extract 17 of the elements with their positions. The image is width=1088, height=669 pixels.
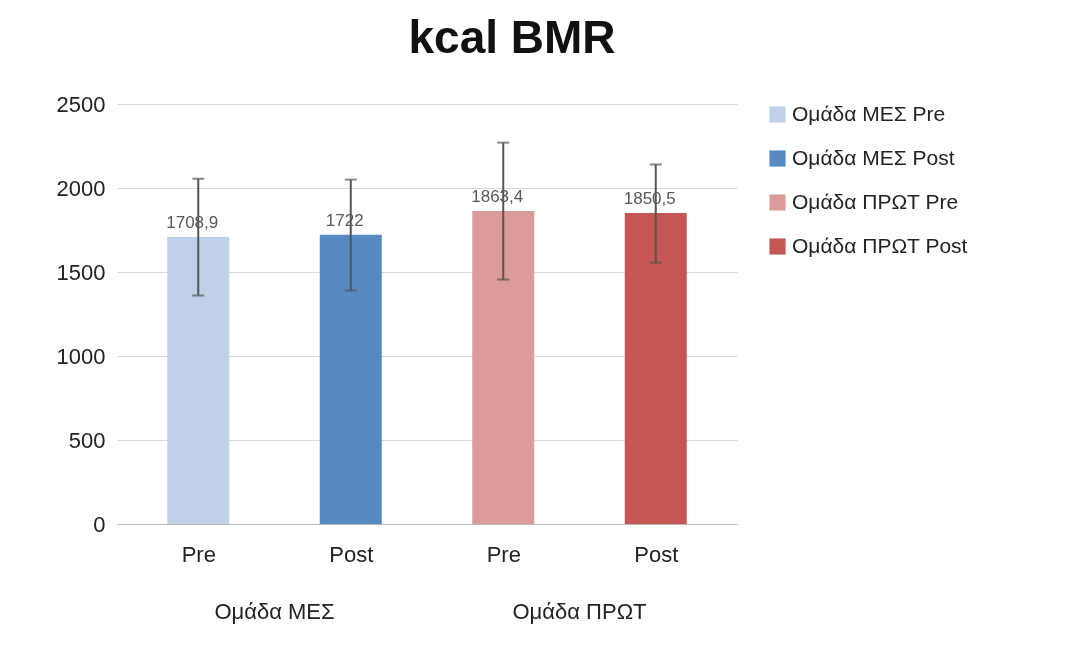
x-tick-label: Post — [634, 541, 679, 567]
legend-label: Ομάδα ΠΡΩΤ Pre — [792, 189, 959, 213]
y-tick-label: 1000 — [56, 343, 106, 369]
y-tick-label: 0 — [93, 511, 106, 537]
text: Ομάδα ΠΡΩΤ — [512, 599, 647, 624]
y-tick-label: 2500 — [56, 91, 106, 117]
x-tick-label: Post — [329, 541, 374, 567]
x-tick-label: Pre — [181, 541, 216, 567]
y-tick-label: 1500 — [56, 259, 106, 285]
chart-title: kcal BMR — [408, 11, 616, 63]
legend-label: Ομάδα ΜΕΣ Post — [792, 145, 955, 169]
legend-label: Ομάδα ΠΡΩΤ Post — [792, 233, 968, 257]
text: Ομάδα ΜΕΣ — [214, 599, 335, 624]
legend-label: Ομάδα ΜΕΣ Pre — [792, 101, 946, 125]
y-tick-label: 2000 — [56, 175, 106, 201]
y-tick-label: 500 — [68, 427, 106, 453]
x-tick-label: Pre — [486, 541, 521, 567]
